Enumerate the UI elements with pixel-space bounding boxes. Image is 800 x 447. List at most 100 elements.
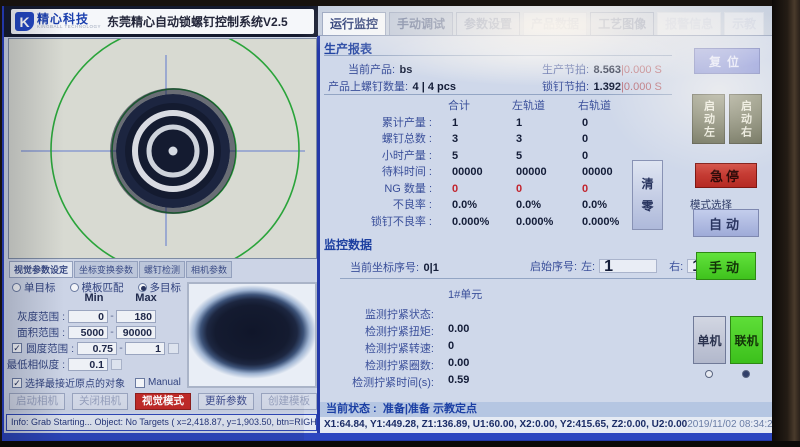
clear-button-char: 清	[641, 177, 654, 191]
vision-tabbar: 视觉参数设定 坐标变换参数 螺钉检测 相机参数	[9, 261, 233, 278]
monitor-row-label: 检测拧紧圈数:	[364, 360, 434, 372]
param-label: 灰度范围 :	[17, 310, 65, 323]
tab-camera-params[interactable]: 相机参数	[186, 261, 233, 278]
robot-coordinates: X1:64.84, Y1:449.28, Z1:136.89, U1:60.00…	[324, 419, 688, 430]
logo-text: 精心科技 KINGBALL TECHNOLOGY	[37, 13, 101, 30]
tab-parameter-settings[interactable]: 参数设置	[456, 12, 521, 35]
area-max-input[interactable]: 90000	[116, 325, 156, 339]
vision-mode-button[interactable]: 视觉模式	[135, 393, 191, 410]
roundness-extra-box[interactable]	[168, 342, 179, 354]
divider-line	[340, 278, 740, 279]
reset-button[interactable]: 复位	[694, 48, 760, 74]
cell-value: 0	[582, 149, 589, 162]
similarity-extra-box[interactable]	[111, 358, 122, 370]
monitor-row: 检测拧紧圈数: 0.00	[320, 357, 600, 373]
row-label: NG 数量 :	[384, 182, 432, 195]
current-product-row: 当前产品: bs	[348, 60, 412, 78]
cell-value-ng: 0	[582, 182, 589, 195]
cell-value: 00000	[582, 166, 613, 178]
param-row-roundness: ✓ 圆度范围 : 0.75 - 1	[4, 341, 179, 355]
monitor-row-value: 0	[448, 340, 455, 352]
auto-mode-button[interactable]: 自动	[693, 209, 759, 237]
gray-min-input[interactable]: 0	[68, 309, 108, 323]
panel-divider	[317, 36, 320, 433]
logo-name: 精心科技	[37, 12, 90, 27]
emergency-stop-button[interactable]: 急停	[695, 163, 757, 188]
online-button[interactable]: 联机	[730, 316, 763, 364]
camera-overlay-graphics	[21, 25, 305, 275]
param-label: 面积范围 :	[17, 326, 65, 339]
tab-screw-detect[interactable]: 螺钉检测	[139, 261, 186, 278]
tab-teach[interactable]: 示教	[724, 12, 765, 35]
create-template-button[interactable]: 创建模板	[261, 393, 317, 410]
target-mode-radios: 单目标 模板匹配 多目标	[12, 280, 181, 295]
radio-dot	[69, 283, 79, 292]
start-seq-left-label: 左:	[581, 261, 596, 273]
radio-template-match[interactable]: 模板匹配	[69, 280, 124, 295]
roundness-min-input[interactable]: 0.75	[77, 341, 117, 355]
cell-value: 0	[582, 133, 589, 145]
manual-mode-button[interactable]: 手动	[696, 252, 756, 280]
detection-thumbnail	[187, 282, 317, 388]
similarity-input[interactable]: 0.1	[68, 357, 108, 371]
radio-label: 多目标	[149, 282, 182, 294]
screw-cycle-row: 锁钉节拍: 1.392|0.000 S	[542, 77, 662, 95]
cell-value: 3	[452, 133, 459, 145]
roundness-max-input[interactable]: 1	[125, 341, 165, 355]
update-params-button[interactable]: 更新参数	[198, 393, 254, 410]
bottom-strip	[4, 433, 772, 440]
tab-manual-debug[interactable]: 手动调试	[389, 12, 454, 35]
monitor-row-label: 检测拧紧扭矩:	[364, 326, 434, 338]
tab-run-monitor[interactable]: 运行监控	[322, 12, 387, 35]
tab-vision-params[interactable]: 视觉参数设定	[9, 261, 74, 278]
col-header-left-track: 左轨道	[512, 100, 545, 112]
radio-multi-target[interactable]: 多目标	[137, 280, 182, 295]
start-right-button[interactable]: 启动右	[729, 94, 762, 144]
row-label: 累计产量 :	[381, 116, 432, 129]
production-table: 合计 左轨道 右轨道 累计产量 : 1 1 0 螺钉总数 : 3 3 0 小时产…	[328, 98, 640, 230]
cycle-value-sub: |0.000 S	[621, 64, 662, 76]
tab-coord-transform[interactable]: 坐标变换参数	[74, 261, 139, 278]
radio-single-target[interactable]: 单目标	[12, 280, 56, 295]
start-seq-left-input[interactable]: 1	[599, 259, 658, 275]
col-header-total: 合计	[448, 100, 470, 112]
start-seq-right-label: 右:	[669, 261, 684, 273]
cell-value-ng: 0	[516, 182, 523, 195]
manual-checkbox[interactable]	[135, 377, 145, 388]
screw-cycle-value-sub: |0.000 S	[621, 81, 662, 93]
standalone-radio[interactable]	[705, 370, 713, 378]
state-value: 准备|准备 示教定点	[382, 403, 477, 415]
timestamp: 2019/11/02 08:34:26	[687, 419, 772, 430]
cycle-label: 生产节拍:	[542, 64, 590, 76]
start-camera-button[interactable]: 启动相机	[9, 393, 65, 410]
cell-value: 1	[516, 116, 523, 129]
range-dash: -	[110, 326, 114, 338]
cell-value-ng: 0	[452, 182, 459, 195]
origin-checkbox[interactable]: ✓	[12, 377, 22, 388]
gray-max-input[interactable]: 180	[116, 309, 156, 323]
divider-line	[324, 55, 672, 56]
close-camera-button[interactable]: 关闭相机	[72, 393, 128, 410]
tab-process-image[interactable]: 工艺图像	[590, 12, 655, 35]
screw-cycle-value: 1.392	[593, 81, 622, 93]
clear-button-char: 零	[641, 199, 654, 213]
row-label: 锁钉不良率 :	[370, 215, 432, 228]
start-left-button[interactable]: 启动左	[692, 94, 725, 144]
standalone-button[interactable]: 单机	[693, 316, 726, 364]
monitor-section-title: 监控数据	[324, 238, 373, 252]
divider-line	[324, 94, 672, 95]
tab-alarm-info[interactable]: 报警信息	[657, 12, 722, 35]
info-status-bar: Info: Grab Starting... Object: No Target…	[6, 414, 317, 431]
online-radio[interactable]	[742, 370, 750, 378]
main-screen: K 精心科技 KINGBALL TECHNOLOGY 东莞精心自动锁螺钉控制系统…	[2, 6, 772, 442]
monitor-bezel-right	[772, 0, 800, 447]
cell-value: 0.000%	[516, 215, 554, 228]
clear-button[interactable]: 清 零	[632, 160, 663, 230]
origin-checkbox-label: 选择最接近原点的对象	[25, 379, 125, 390]
roundness-checkbox[interactable]: ✓	[12, 343, 22, 353]
radio-dot-selected	[137, 283, 147, 292]
col-header-right-track: 右轨道	[578, 100, 611, 112]
table-corner	[328, 98, 438, 115]
area-min-input[interactable]: 5000	[68, 325, 108, 339]
tab-product-data[interactable]: 产品数据	[523, 12, 588, 35]
